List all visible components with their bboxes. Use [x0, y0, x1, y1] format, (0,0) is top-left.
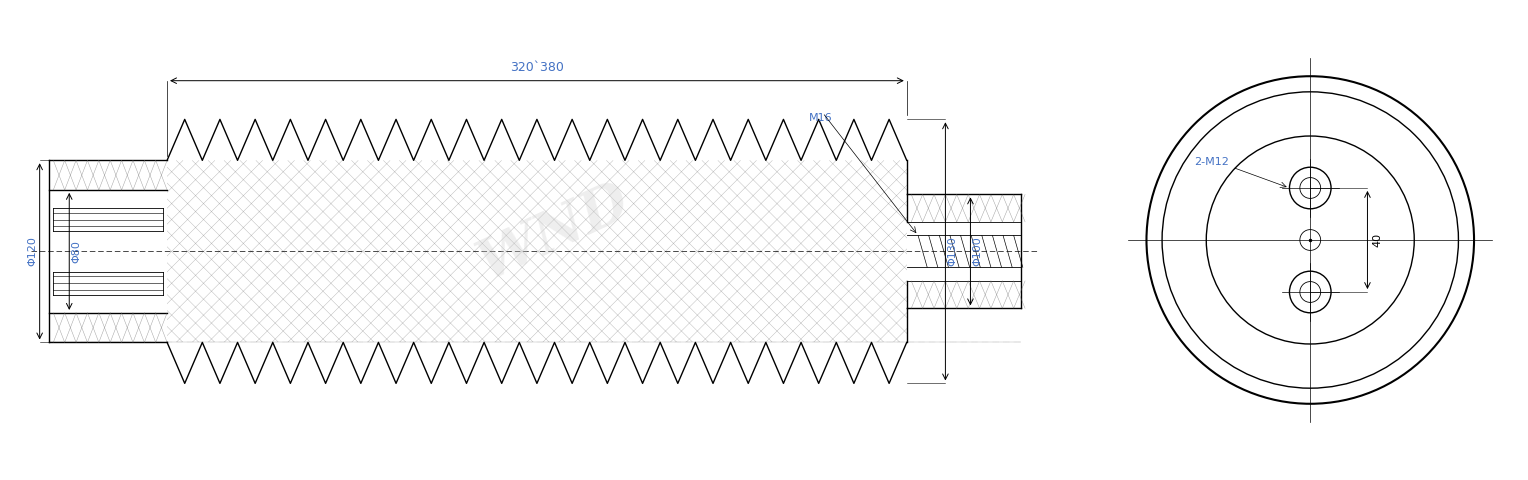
Text: M16: M16 — [808, 112, 833, 122]
Text: WND: WND — [469, 174, 639, 292]
Text: 2-M12: 2-M12 — [1193, 157, 1229, 167]
Text: Φ120: Φ120 — [28, 237, 37, 266]
Text: 40: 40 — [1372, 233, 1383, 247]
Text: 320`380: 320`380 — [510, 61, 564, 74]
Text: Φ130: Φ130 — [947, 237, 958, 266]
Text: Φ100: Φ100 — [973, 237, 983, 266]
Text: Φ80: Φ80 — [72, 240, 81, 263]
